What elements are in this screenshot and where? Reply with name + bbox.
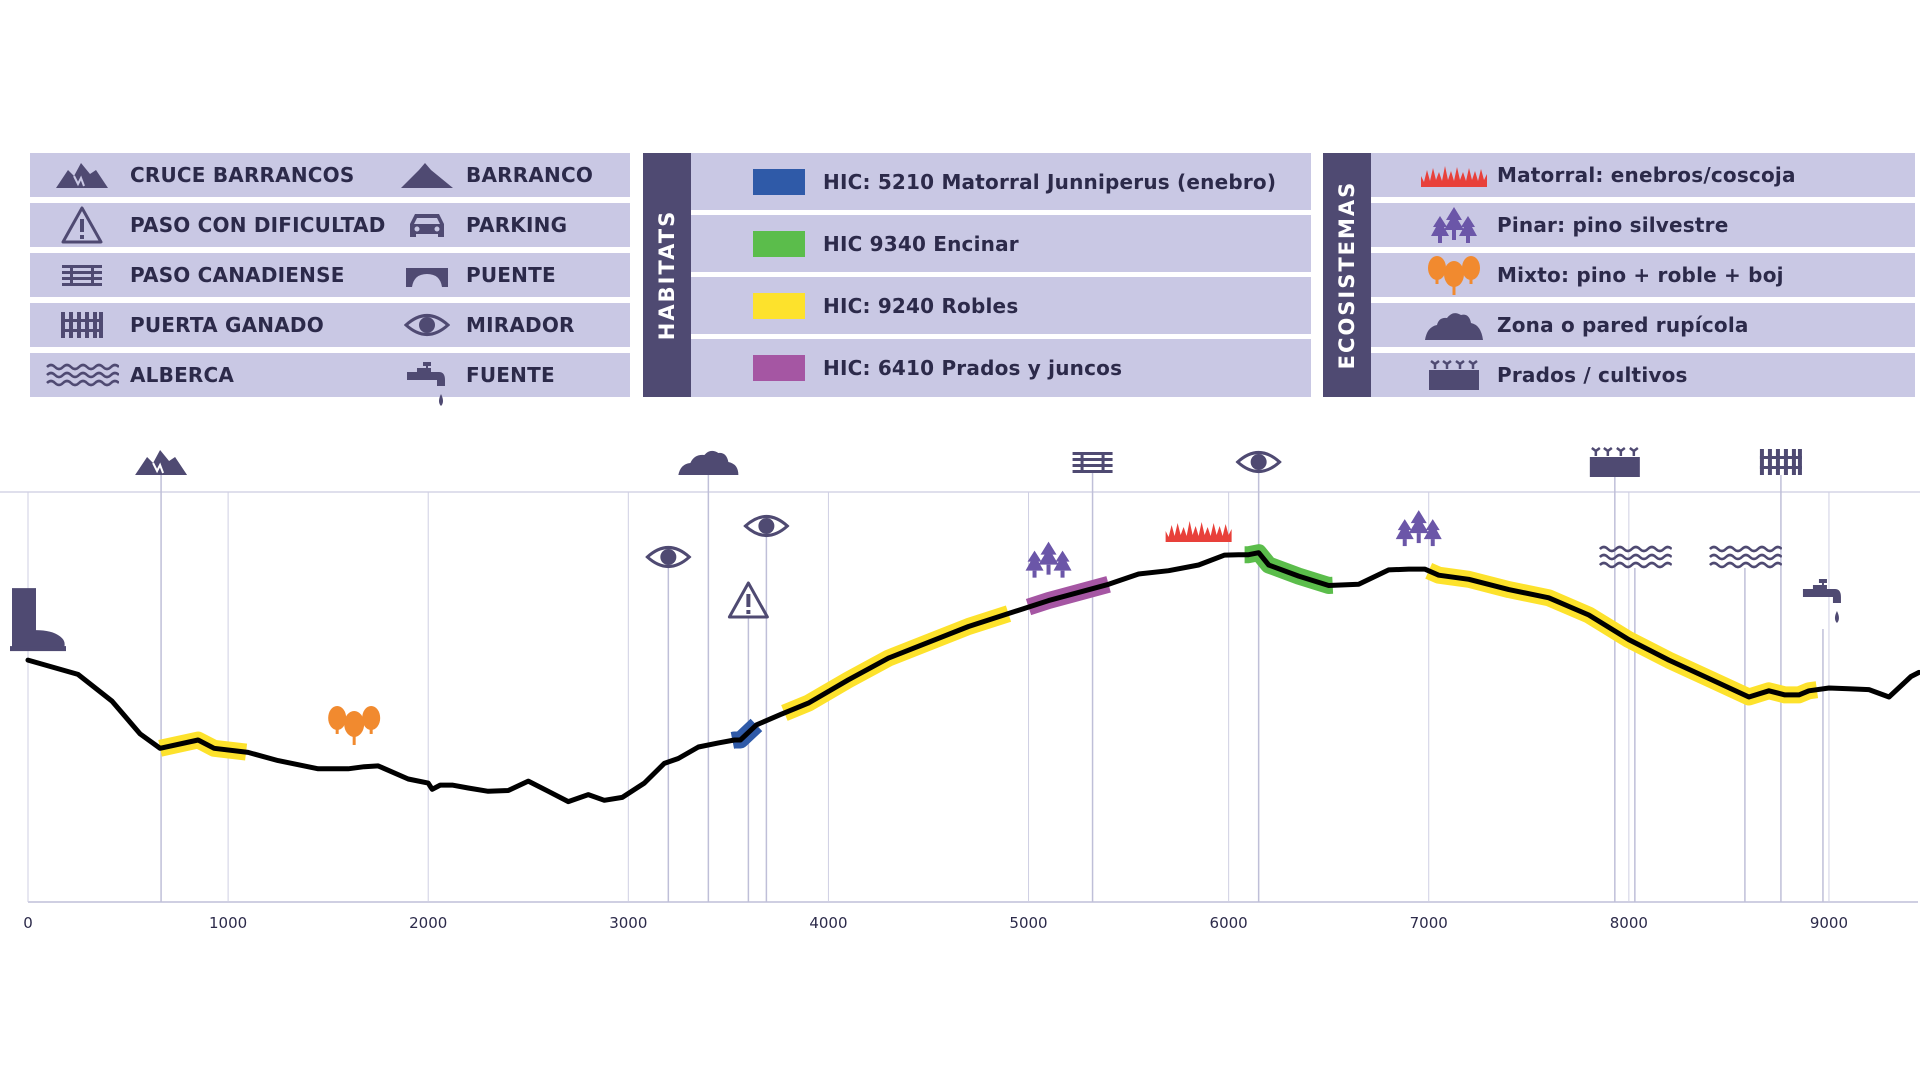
x-tick-label: 9000 — [1810, 914, 1848, 932]
legend-label: PUERTA GANADO — [130, 313, 324, 337]
x-tick-label: 6000 — [1210, 914, 1248, 932]
mixto-icon — [328, 705, 381, 745]
habitat-row: HIC: 9240 Robles — [691, 277, 1311, 334]
habitat-swatch — [753, 355, 805, 381]
x-tick-label: 0 — [23, 914, 33, 932]
ecosistemas-tab: ECOSISTEMAS — [1323, 153, 1371, 397]
rupicola-icon — [1425, 313, 1483, 340]
legend-row: PUERTA GANADO MIRADOR — [30, 303, 630, 347]
paso-dificultad-icon — [61, 206, 103, 244]
alberca-icon — [1598, 545, 1672, 569]
pinar-icon — [1025, 541, 1072, 578]
alberca-icon — [46, 363, 119, 387]
marker-stems — [160, 472, 1824, 902]
legend-row: CRUCE BARRANCOS BARRANCO — [30, 153, 630, 197]
habitat-swatch — [753, 168, 805, 195]
ecosystem-row: Prados / cultivos — [1371, 353, 1915, 397]
paso-canadiense-icon — [1072, 452, 1113, 473]
puerta-ganado-icon — [61, 312, 103, 338]
habitat-swatch — [753, 230, 805, 257]
mirador-icon — [645, 546, 691, 568]
ecosystem-label: Matorral: enebros/coscoja — [1497, 163, 1796, 187]
mirador-icon — [743, 515, 789, 537]
paso-canadiense-icon — [62, 265, 102, 286]
legend-label: ALBERCA — [130, 363, 235, 387]
ecosystem-label: Pinar: pino silvestre — [1497, 213, 1729, 237]
legend-label: BARRANCO — [466, 163, 594, 187]
prados-icon — [1588, 446, 1642, 478]
habitat-label: HIC: 9240 Robles — [823, 293, 1019, 318]
legend-label: MIRADOR — [466, 313, 575, 337]
elevation-profile-line — [25, 550, 1920, 805]
x-tick-labels: 0 1000 2000 3000 4000 5000 6000 7000 8000 9000 — [23, 914, 1848, 932]
habitats-tab: HABITATS — [643, 153, 691, 397]
habitat-row: HIC: 5210 Matorral Junniperus (enebro) — [691, 153, 1311, 210]
ecosystem-label: Prados / cultivos — [1497, 363, 1688, 387]
x-tick-label: 7000 — [1410, 914, 1448, 932]
habitat-label: HIC: 5210 Matorral Junniperus (enebro) — [823, 169, 1277, 194]
legend-row: ALBERCA FUENTE — [30, 353, 630, 406]
legend-row: PASO CON DIFICULTAD PARKING — [30, 203, 630, 247]
mixto-icon — [1428, 256, 1480, 295]
fuente-icon — [1802, 579, 1841, 623]
habitat-row: HIC 9340 Encinar — [691, 215, 1311, 272]
pinar-icon — [1395, 510, 1442, 547]
gridlines — [27, 492, 1830, 902]
elevation-profile-chart: 0 1000 2000 3000 4000 5000 6000 7000 8000 9000 — [0, 446, 1920, 932]
habitat-label: HIC 9340 Encinar — [823, 231, 1019, 256]
ecosystem-row: Mixto: pino + roble + boj — [1371, 253, 1915, 297]
mirador-icon — [1236, 451, 1282, 473]
matorral-icon — [1165, 520, 1232, 542]
cruce-barrancos-icon — [56, 163, 108, 188]
legend-label: PARKING — [466, 213, 568, 237]
ecosystem-label: Zona o pared rupícola — [1497, 313, 1749, 337]
x-tick-label: 4000 — [809, 914, 847, 932]
barranco-icon — [678, 450, 739, 475]
habitat-swatch — [753, 292, 805, 319]
x-tick-label: 1000 — [209, 914, 247, 932]
boot-icon — [10, 588, 66, 652]
paso-dificultad-icon — [727, 581, 769, 619]
puente-icon — [406, 268, 448, 287]
habitats-title: HABITATS — [655, 209, 679, 341]
cruce-barrancos-icon — [134, 449, 189, 476]
ecosystem-label: Mixto: pino + roble + boj — [1497, 263, 1784, 287]
ecosystem-row: Zona o pared rupícola — [1371, 303, 1915, 347]
habitats-panel: HIC: 5210 Matorral Junniperus (enebro) H… — [691, 153, 1311, 397]
x-tick-label: 8000 — [1610, 914, 1648, 932]
legend-row: PASO CANADIENSE PUENTE — [30, 253, 630, 297]
ecosistemas-panel: Matorral: enebros/coscoja Pinar: pino si… — [1371, 153, 1915, 397]
ecosystem-row: Pinar: pino silvestre — [1371, 203, 1915, 247]
pinar-icon — [1431, 207, 1477, 243]
habitat-label: HIC: 6410 Prados y juncos — [823, 356, 1123, 380]
habitat-bands — [158, 544, 1819, 761]
habitat-row: HIC: 6410 Prados y juncos — [691, 339, 1311, 397]
legend-points-panel: CRUCE BARRANCOS BARRANCO PASO CON DIFICU… — [30, 153, 630, 406]
legend-label: CRUCE BARRANCOS — [130, 163, 355, 187]
mirador-icon — [404, 314, 450, 336]
x-tick-label: 3000 — [609, 914, 647, 932]
x-tick-label: 5000 — [1009, 914, 1047, 932]
legend-label: PUENTE — [466, 263, 556, 287]
parking-icon — [410, 214, 444, 237]
prados-icon — [1429, 360, 1479, 390]
fuente-icon — [407, 362, 445, 406]
ecosistemas-title: ECOSISTEMAS — [1335, 180, 1359, 370]
barranco-icon — [401, 163, 453, 188]
puerta-ganado-icon — [1759, 449, 1802, 475]
ecosystem-row: Matorral: enebros/coscoja — [1371, 153, 1915, 197]
legend-label: PASO CANADIENSE — [130, 263, 345, 287]
legend-label: FUENTE — [466, 363, 555, 387]
x-tick-label: 2000 — [409, 914, 447, 932]
alberca-icon — [1708, 545, 1782, 569]
legend-label: PASO CON DIFICULTAD — [130, 213, 386, 237]
matorral-icon — [1421, 166, 1487, 187]
